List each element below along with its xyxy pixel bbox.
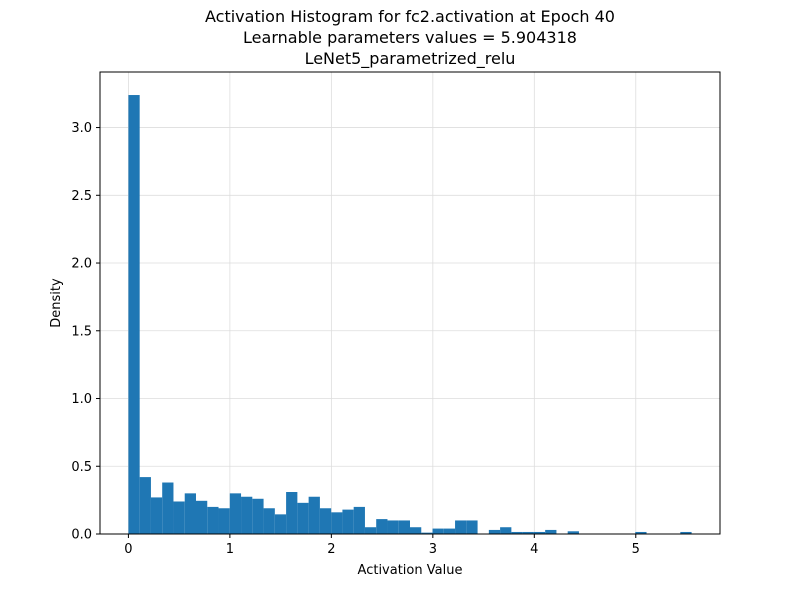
histogram-bar <box>184 493 196 534</box>
histogram-bar <box>500 527 512 534</box>
histogram-bar <box>364 527 377 534</box>
y-tick-label: 0.5 <box>71 460 92 475</box>
x-tick-label: 4 <box>530 542 538 557</box>
histogram-bar <box>308 496 320 534</box>
histogram-bar <box>387 520 399 534</box>
y-tick-label: 1.5 <box>71 324 92 339</box>
grid-lines <box>100 72 720 535</box>
histogram-bar <box>241 496 253 534</box>
y-tick-label: 0.0 <box>71 528 92 543</box>
histogram-bar <box>229 493 242 534</box>
histogram-bar <box>635 531 647 534</box>
histogram-bar <box>522 531 534 534</box>
histogram-bar <box>567 531 579 534</box>
histogram-bar <box>139 477 151 534</box>
histogram-bar <box>286 492 298 534</box>
chart-title-line-2: Learnable parameters values = 5.904318 <box>243 28 577 47</box>
x-axis-label: Activation Value <box>358 563 463 578</box>
histogram-bar <box>376 519 388 534</box>
histogram-bar <box>421 532 433 534</box>
histogram-bar <box>252 498 264 534</box>
histogram-bar <box>173 501 185 534</box>
histogram-bar <box>545 529 557 534</box>
histogram-bar <box>218 508 230 534</box>
histogram-bar <box>680 531 692 534</box>
histogram-bar <box>353 506 365 534</box>
y-axis-label: Density <box>49 278 64 328</box>
y-tick-label: 2.5 <box>71 189 92 204</box>
histogram-bar <box>263 508 275 534</box>
y-tick-label: 1.0 <box>71 392 92 407</box>
histogram-bar <box>331 512 343 534</box>
y-tick-label: 2.0 <box>71 257 92 272</box>
histogram-bar <box>297 502 309 534</box>
histogram-bar <box>398 520 410 534</box>
histogram-bar <box>319 508 332 534</box>
x-tick-label: 2 <box>327 542 335 557</box>
histogram-bars <box>128 95 692 534</box>
histogram-bar <box>466 520 478 534</box>
histogram-bar <box>207 506 219 534</box>
histogram-bar <box>488 529 501 534</box>
histogram-bar <box>128 95 140 534</box>
x-tick-label: 1 <box>226 542 234 557</box>
axis-ticks: 0 1 2 3 4 5 0.0 0.5 1.0 1.5 2.0 2.5 3.0 <box>71 121 640 557</box>
histogram-bar <box>274 514 287 534</box>
x-tick-label: 5 <box>632 542 640 557</box>
histogram-bar <box>195 500 208 534</box>
histogram-bar <box>150 497 163 534</box>
histogram-bar <box>511 531 523 534</box>
histogram-bar <box>432 528 444 534</box>
histogram-bar <box>342 509 354 534</box>
chart-title-line-1: Activation Histogram for fc2.activation … <box>205 7 615 26</box>
histogram-bar <box>410 527 422 534</box>
histogram-bar <box>533 531 546 534</box>
x-tick-label: 3 <box>429 542 437 557</box>
y-tick-label: 3.0 <box>71 121 92 136</box>
histogram-bar <box>443 528 456 534</box>
histogram-bar <box>455 520 467 534</box>
chart-title-line-3: LeNet5_parametrized_relu <box>305 49 516 69</box>
plot-frame <box>99 71 721 535</box>
x-tick-label: 0 <box>124 542 132 557</box>
histogram-bar <box>162 482 174 534</box>
